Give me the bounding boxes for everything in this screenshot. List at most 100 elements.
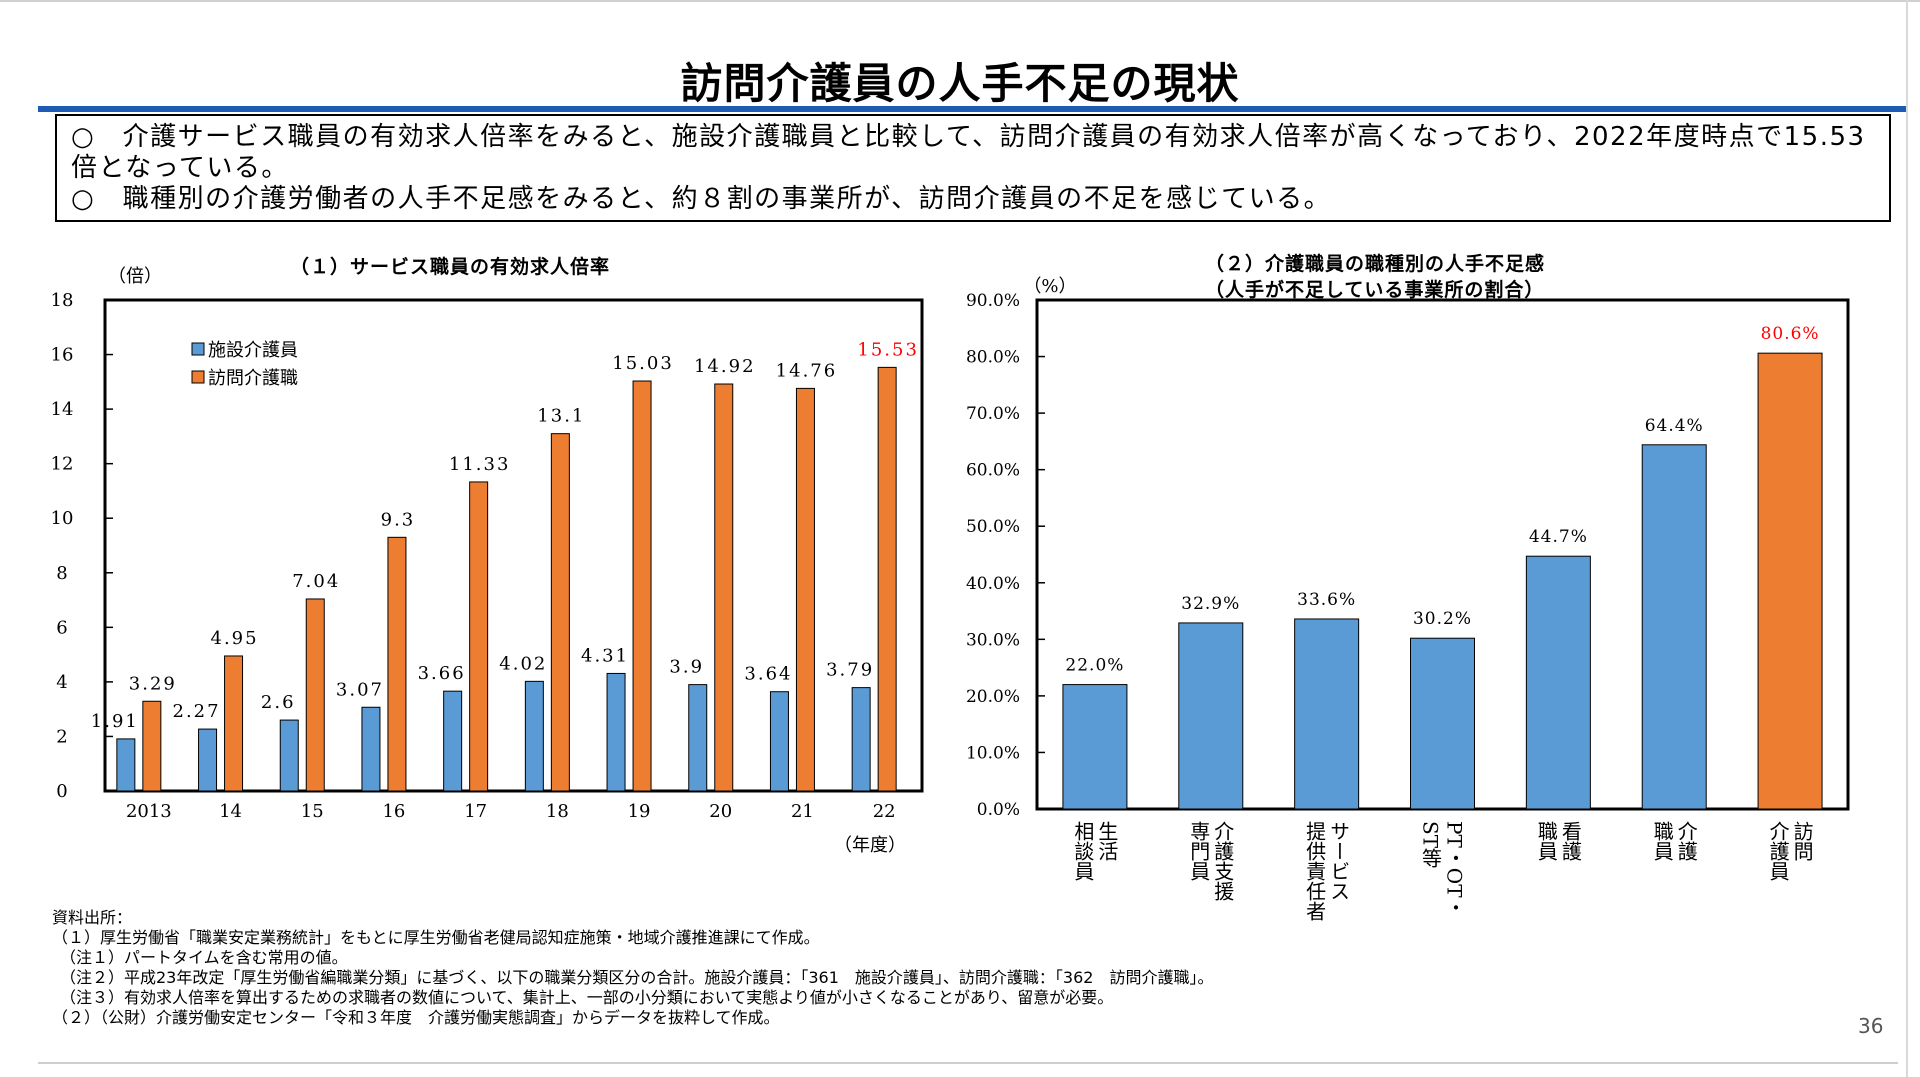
x-category-label: PT・OT・ xyxy=(1443,821,1467,918)
data-label: 9.3 xyxy=(381,509,416,530)
y-tick-label: 16 xyxy=(51,345,74,366)
chart1-title: （１）サービス職員の有効求人倍率 xyxy=(290,256,611,278)
y-tick-label: 40.0% xyxy=(966,574,1020,594)
x-category-label: 生活 xyxy=(1095,821,1119,861)
bar-shisetsu xyxy=(116,738,136,792)
data-label: 14.76 xyxy=(776,360,838,381)
bar xyxy=(1525,555,1591,810)
data-label: 2.6 xyxy=(261,692,296,713)
chart1-plot-frame xyxy=(103,298,924,793)
x-tick-label: 17 xyxy=(464,801,487,822)
source-notes: 資料出所： （１）厚生労働省「職業安定業務統計」をもとに厚生労働省老健局認知症施… xyxy=(52,908,1213,1028)
bar-shisetsu xyxy=(606,672,626,792)
y-tick-label: 2 xyxy=(56,726,67,747)
data-label: 4.95 xyxy=(211,628,259,649)
data-label: 15.03 xyxy=(612,353,674,374)
bottom-border xyxy=(38,1062,1898,1064)
legend-label: 訪問介護職 xyxy=(208,368,298,389)
bar xyxy=(1757,352,1823,810)
data-label: 2.27 xyxy=(173,701,221,722)
chart1-svg: 0 2 4 6 8 10 12 14 16 18 （倍） （年度） 2013 1.91 3.29 14 2.27… xyxy=(51,266,924,856)
y-tick-label: 0 xyxy=(56,781,67,802)
bar-houmon xyxy=(550,433,570,792)
x-category-label: 提供責任者 xyxy=(1303,821,1327,921)
x-category-label: ST等 xyxy=(1419,821,1443,868)
bar-shisetsu xyxy=(688,684,708,792)
bar-shisetsu xyxy=(198,728,218,792)
page-title: 訪問介護員の人手不足の現状 xyxy=(680,59,1240,108)
bar-shisetsu xyxy=(361,706,381,792)
y-axis-label: （倍） xyxy=(108,266,162,287)
data-label: 3.29 xyxy=(129,673,177,694)
note-line: （２）（公財）介護労働安定センター「令和３年度 介護労働実態調査」からデータを抜… xyxy=(52,1008,780,1027)
y-tick-label: 90.0% xyxy=(966,291,1020,311)
data-label: 3.07 xyxy=(336,679,384,700)
y-tick-label: 20.0% xyxy=(966,687,1020,707)
note-line: 資料出所： xyxy=(52,908,133,927)
x-category-label: 看護 xyxy=(1558,821,1582,861)
y-tick-label: 18 xyxy=(51,290,74,311)
x-tick-label: 21 xyxy=(791,801,814,822)
x-tick-label: 16 xyxy=(382,801,405,822)
data-label: 33.6% xyxy=(1297,590,1356,610)
bar-houmon xyxy=(305,598,325,792)
summary-box: ○ 介護サービス職員の有効求人倍率をみると、施設介護職員と比較して、訪問介護員の… xyxy=(55,114,1891,222)
chart2-title: （２）介護職員の職種別の人手不足感 xyxy=(1205,253,1546,275)
note-line: （注３）有効求人倍率を算出するための求職者の数値について、集計上、一部の小分類に… xyxy=(52,988,1114,1007)
bar-shisetsu xyxy=(851,687,871,792)
data-label: 22.0% xyxy=(1065,656,1124,676)
y-tick-label: 0.0% xyxy=(977,800,1020,820)
data-label: 11.33 xyxy=(449,454,511,475)
legend-label: 施設介護員 xyxy=(208,340,298,361)
data-label: 7.04 xyxy=(292,571,340,592)
x-category-label: 介護支援 xyxy=(1211,821,1235,901)
bar-houmon xyxy=(387,536,407,792)
x-tick-label: 22 xyxy=(873,801,896,822)
data-label: 64.4% xyxy=(1645,416,1704,436)
bar xyxy=(1062,684,1128,810)
x-category-label: 職員 xyxy=(1650,821,1674,861)
bar-houmon xyxy=(795,387,815,792)
bar-houmon xyxy=(224,655,244,792)
title-rule xyxy=(38,106,1906,112)
bar-shisetsu xyxy=(443,690,463,792)
x-category-label: サービス xyxy=(1327,821,1351,901)
y-tick-label: 12 xyxy=(51,454,74,475)
bar-houmon xyxy=(714,383,734,792)
right-border xyxy=(1906,0,1908,1077)
note-line: （注１）パートタイムを含む常用の値。 xyxy=(52,948,348,967)
summary-line-1: ○ 介護サービス職員の有効求人倍率をみると、施設介護職員と比較して、訪問介護員の… xyxy=(71,122,1866,183)
x-category-label: 職員 xyxy=(1534,821,1558,861)
bar xyxy=(1641,444,1707,810)
x-category-label: 介護 xyxy=(1674,821,1698,861)
page-number: 36 xyxy=(1858,1014,1884,1038)
y-tick-label: 30.0% xyxy=(966,630,1020,650)
chart2-svg: 0.0% 10.0% 20.0% 30.0% 40.0% 50.0% 60.0% 70.0% 8… xyxy=(966,276,1850,921)
bar xyxy=(1178,622,1244,810)
x-tick-label: 15 xyxy=(301,801,324,822)
data-label: 3.9 xyxy=(669,657,704,678)
data-label: 44.7% xyxy=(1529,527,1588,547)
data-label: 32.9% xyxy=(1181,594,1240,614)
y-tick-label: 60.0% xyxy=(966,461,1020,481)
bar xyxy=(1294,618,1360,810)
data-label: 30.2% xyxy=(1413,609,1472,629)
note-line: （注２）平成23年改定「厚生労働省編職業分類」に基づく、以下の職業分類区分の合計… xyxy=(52,968,1214,987)
bar-houmon xyxy=(877,366,897,792)
data-label: 4.31 xyxy=(581,645,629,666)
x-tick-label: 14 xyxy=(219,801,242,822)
bar-houmon xyxy=(142,700,162,792)
data-label: 3.66 xyxy=(418,663,466,684)
summary-line-2: ○ 職種別の介護労働者の人手不足感をみると、約８割の事業所が、訪問介護員の不足を… xyxy=(71,184,1332,214)
data-label: 15.53 xyxy=(857,339,919,360)
x-category-label: 相談員 xyxy=(1071,821,1095,881)
x-tick-label: 2013 xyxy=(126,801,172,822)
x-tick-label: 20 xyxy=(709,801,732,822)
data-label: 1.91 xyxy=(91,711,139,732)
y-tick-label: 10.0% xyxy=(966,743,1020,763)
y-tick-label: 4 xyxy=(56,672,67,693)
data-label: 4.02 xyxy=(499,653,547,674)
chart2-subtitle: （人手が不足している事業所の割合） xyxy=(1205,279,1545,301)
bar xyxy=(1410,637,1475,810)
x-tick-label: 18 xyxy=(546,801,569,822)
